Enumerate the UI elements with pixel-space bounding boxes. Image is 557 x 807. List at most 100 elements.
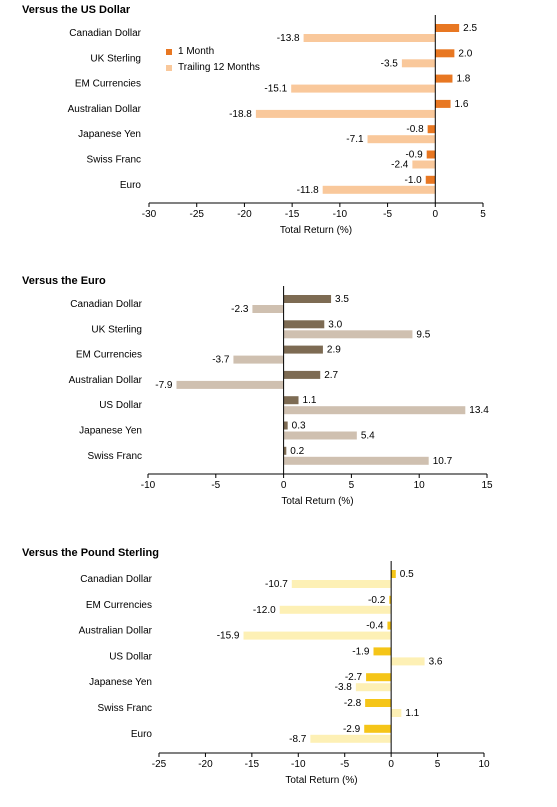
category-label: Euro: [131, 729, 153, 740]
x-tick-label: -10: [333, 209, 348, 220]
data-label: -0.9: [405, 150, 423, 161]
data-bar: [291, 84, 436, 93]
data-bar: [391, 657, 425, 666]
category-label: Swiss Franc: [98, 703, 152, 714]
category-label: Canadian Dollar: [70, 299, 142, 310]
data-bar: [283, 431, 357, 440]
category-label: EM Currencies: [76, 350, 142, 361]
data-bar: [243, 631, 392, 640]
legend-label: 1 Month: [178, 46, 215, 57]
data-label: -2.9: [343, 724, 361, 735]
data-label: -10.7: [265, 579, 288, 590]
x-tick-label: -25: [152, 759, 167, 770]
data-bar: [425, 175, 436, 184]
data-bar: [176, 380, 284, 389]
category-label: Swiss Franc: [88, 451, 142, 462]
category-label: Canadian Dollar: [80, 574, 152, 585]
x-tick-label: -5: [211, 480, 220, 491]
data-label: 0.5: [400, 569, 414, 580]
legend-label: Trailing 12 Months: [178, 62, 260, 73]
x-tick-label: -5: [383, 209, 392, 220]
data-bar: [283, 456, 429, 465]
data-bar: [255, 109, 436, 118]
data-bar: [322, 185, 436, 194]
data-label: 1.8: [456, 74, 470, 85]
chart-panel-pound-sterling: Versus the Pound Sterling Canadian Dolla…: [0, 543, 557, 807]
category-label: EM Currencies: [75, 79, 141, 90]
data-bar: [283, 330, 413, 339]
x-tick-label: -10: [141, 480, 156, 491]
data-label: 1.1: [405, 708, 419, 719]
data-label: -15.1: [264, 84, 287, 95]
data-label: -13.8: [277, 33, 300, 44]
data-label: 3.5: [335, 294, 349, 305]
category-label: Swiss Franc: [87, 155, 141, 166]
data-label: 2.0: [458, 48, 472, 59]
x-tick-label: -20: [237, 209, 252, 220]
data-label: 13.4: [469, 405, 489, 416]
data-bar: [283, 406, 466, 415]
legend-item-1-month: 1 Month: [166, 44, 260, 60]
data-bar: [435, 24, 460, 32]
data-label: 2.5: [463, 23, 477, 34]
data-label: -2.4: [391, 160, 409, 171]
bar-chart-pound-sterling: Canadian Dollar 0.5 -10.7 EM Currencies -0.2…: [79, 561, 490, 786]
data-bar: [435, 99, 451, 108]
category-label: Canadian Dollar: [69, 28, 141, 39]
x-tick-label: -10: [291, 759, 306, 770]
data-label: 2.9: [327, 345, 341, 356]
data-label: -7.9: [155, 380, 173, 391]
x-tick-label: 0: [281, 480, 287, 491]
data-bar: [435, 74, 453, 83]
data-bar: [364, 724, 392, 733]
chart-title: Versus the US Dollar: [22, 4, 131, 16]
data-label: -1.9: [352, 646, 370, 657]
data-bar: [283, 421, 288, 430]
x-axis-label: Total Return (%): [285, 775, 357, 786]
bar-chart-euro: Canadian Dollar 3.5 -2.3 UK Sterling 3.0 9.5 E…: [69, 286, 493, 507]
data-bar: [283, 295, 332, 303]
category-label: US Dollar: [109, 651, 152, 662]
category-label: Japanese Yen: [79, 426, 142, 437]
legend-swatch: [166, 49, 172, 55]
data-label: 9.5: [416, 329, 430, 340]
category-label: EM Currencies: [86, 600, 152, 611]
data-bar: [427, 125, 436, 134]
category-label: Australian Dollar: [68, 104, 142, 115]
category-label: UK Sterling: [90, 53, 141, 64]
x-tick-label: -15: [245, 759, 260, 770]
x-tick-label: 10: [478, 759, 490, 770]
legend-swatch: [166, 65, 172, 71]
data-label: 0.3: [292, 421, 306, 432]
data-bar: [389, 595, 392, 604]
x-tick-label: 5: [435, 759, 441, 770]
x-tick-label: 15: [481, 480, 493, 491]
data-label: 10.7: [433, 456, 453, 467]
data-bar: [283, 396, 299, 405]
data-bar: [373, 647, 392, 656]
data-bar: [387, 621, 392, 630]
data-bar: [303, 34, 436, 42]
data-label: -8.7: [289, 734, 307, 745]
x-axis-label: Total Return (%): [281, 496, 353, 507]
data-label: -11.8: [297, 185, 319, 196]
category-label: Japanese Yen: [78, 129, 141, 140]
category-label: Australian Dollar: [69, 375, 143, 386]
x-tick-label: -25: [189, 209, 204, 220]
x-tick-label: 5: [349, 480, 355, 491]
data-bar: [367, 135, 436, 144]
x-tick-label: 5: [480, 209, 486, 220]
data-label: -7.1: [346, 134, 364, 145]
data-bar: [365, 699, 392, 707]
chart-title: Versus the Pound Sterling: [22, 547, 159, 559]
data-label: -2.7: [345, 672, 363, 683]
data-bar: [391, 570, 396, 578]
legend-item-trailing-12-months: Trailing 12 Months: [166, 60, 260, 76]
x-tick-label: -20: [198, 759, 213, 770]
x-tick-label: 0: [388, 759, 394, 770]
data-label: 1.6: [455, 99, 469, 110]
data-label: -2.8: [344, 698, 362, 709]
data-label: -3.5: [381, 58, 399, 69]
data-bar: [291, 580, 392, 588]
chart-panel-euro: Versus the Euro Canadian Dollar 3.5 -2.3 UK…: [0, 271, 557, 526]
